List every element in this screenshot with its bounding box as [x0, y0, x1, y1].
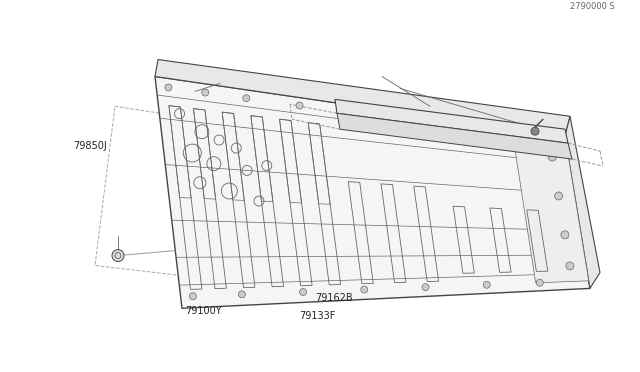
Text: 79133F: 79133F	[300, 311, 336, 321]
Polygon shape	[565, 116, 600, 288]
Circle shape	[561, 231, 569, 239]
Circle shape	[112, 250, 124, 262]
Circle shape	[555, 192, 563, 200]
Polygon shape	[513, 137, 589, 283]
Circle shape	[238, 291, 245, 298]
Circle shape	[202, 89, 209, 96]
Circle shape	[536, 279, 543, 286]
Circle shape	[483, 281, 490, 288]
Text: 79850J: 79850J	[74, 141, 108, 151]
Circle shape	[165, 84, 172, 91]
Circle shape	[522, 133, 529, 140]
Circle shape	[296, 102, 303, 109]
Text: 79100Y: 79100Y	[186, 306, 222, 316]
Circle shape	[422, 284, 429, 291]
Text: 79162B: 79162B	[315, 293, 353, 303]
Polygon shape	[335, 99, 568, 143]
Polygon shape	[155, 77, 590, 308]
Circle shape	[472, 126, 479, 133]
Circle shape	[300, 288, 307, 295]
Circle shape	[361, 286, 368, 293]
Circle shape	[566, 262, 574, 270]
Circle shape	[548, 153, 556, 161]
Circle shape	[358, 110, 365, 118]
Text: 2790000 S: 2790000 S	[570, 2, 614, 11]
Circle shape	[531, 127, 539, 135]
Polygon shape	[155, 60, 570, 136]
Polygon shape	[337, 113, 572, 159]
Circle shape	[243, 95, 250, 102]
Circle shape	[419, 119, 426, 126]
Circle shape	[189, 293, 196, 300]
